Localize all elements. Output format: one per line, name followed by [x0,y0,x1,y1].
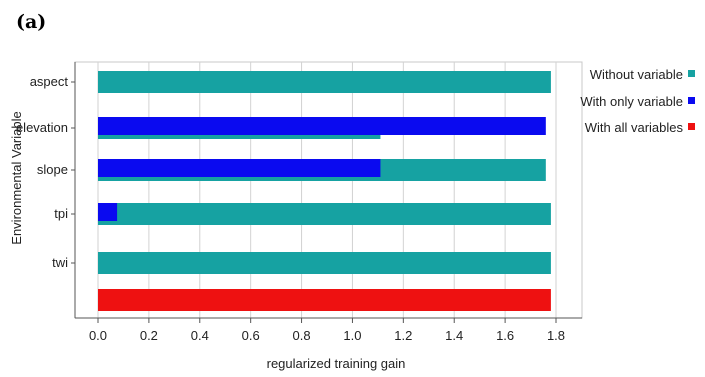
y-tick-labels: aspect elevation slope tpi twi [16,74,75,270]
bar-with-only-variable-slope [98,159,381,177]
bar-with-only-variable-elevation [98,117,546,135]
grid-lines [97,62,557,318]
x-tick-label: 0.4 [191,328,209,343]
bar-with-only-variable-tpi [98,203,118,221]
bars [98,71,551,311]
bar-without-variable-tpi [98,203,551,225]
legend-label: With all variables [585,120,684,135]
legend-label: Without variable [590,67,683,82]
bar-without-variable-twi [98,252,551,274]
y-tick-label-aspect: aspect [30,74,69,89]
legend-swatch [688,70,695,77]
legend: Without variable With only variable With a… [580,67,695,135]
bar-without-variable-aspect [98,71,551,93]
x-tick-labels: 0.0 0.2 0.4 0.6 0.8 1.0 1.2 1.4 1.6 1.8 [89,318,565,343]
x-tick-label: 0.0 [89,328,107,343]
x-tick-label: 0.8 [293,328,311,343]
x-tick-label: 1.4 [445,328,463,343]
legend-swatch [688,123,695,130]
panel-label: (a) [16,11,46,33]
x-tick-label: 1.6 [496,328,514,343]
y-tick-label-tpi: tpi [54,206,68,221]
y-tick-label-elevation: elevation [16,120,68,135]
legend-swatch [688,97,695,104]
y-tick-label-slope: slope [37,162,68,177]
legend-label: With only variable [580,94,683,109]
x-tick-label: 0.2 [140,328,158,343]
x-tick-label: 0.6 [242,328,260,343]
axes [74,62,582,319]
x-tick-label: 1.0 [343,328,361,343]
y-axis-title: Environmental Variable [9,111,24,244]
plot-area [74,61,583,319]
x-tick-label: 1.2 [394,328,412,343]
bar-with-all-variables [98,289,551,311]
x-tick-label: 1.8 [547,328,565,343]
x-axis-title: regularized training gain [267,356,406,371]
y-tick-label-twi: twi [52,255,68,270]
